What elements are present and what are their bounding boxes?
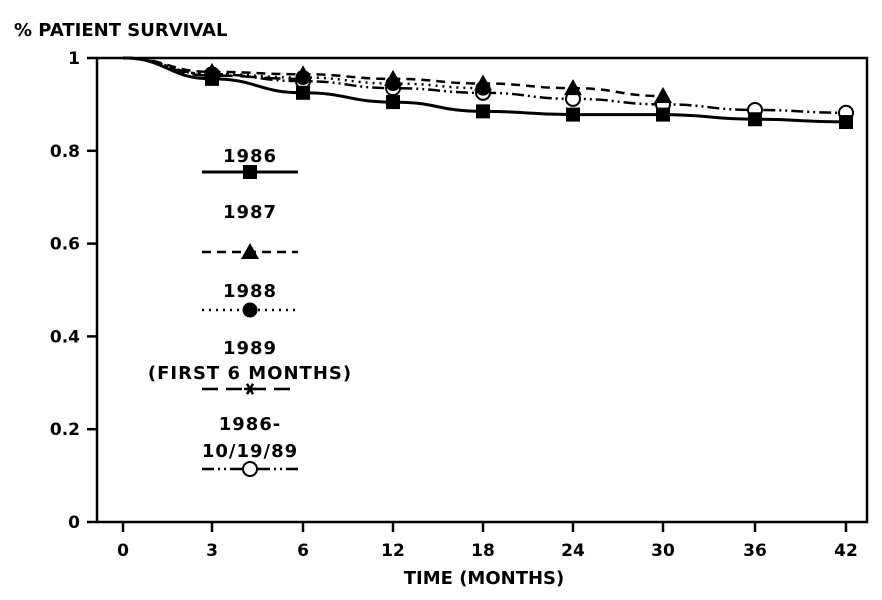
x-tick-label: 3 [206,541,218,561]
x-axis-label: TIME (MONTHS) [404,568,565,589]
data-point [384,69,402,86]
x-tick-label: 30 [651,541,675,561]
data-point [476,104,490,119]
legend-label: 1989 (FIRST 6 MONTHS) [148,338,352,384]
legend-label: 1986 [223,146,277,167]
x-tick-label: 12 [381,541,405,561]
legend-label: 1986-10/19/89 [202,414,298,462]
data-point [474,74,492,91]
data-point [205,71,219,86]
x-tick-label: 18 [471,541,495,561]
chart-title: % PATIENT SURVIVAL [14,20,227,41]
legend-marker [242,461,258,477]
legend-label: 1987 [223,202,277,223]
x-tick-label: 0 [117,541,129,561]
data-point [564,79,582,96]
data-point [839,115,853,130]
y-tick-label: 0.2 [50,420,80,440]
legend-marker [243,165,257,179]
series-layer [122,56,854,130]
y-tick-label: 1 [68,49,80,69]
legend-entry-1: 1987 [202,202,298,259]
data-point [654,87,672,104]
series-1 [122,56,672,104]
legend-entry-4: 1986-10/19/89 [202,414,298,477]
legend-entry-2: 1988 [202,281,298,318]
legend: 1986 1987 1988 1989 (FIRST 6 MONTHS) 1986-10/… [148,146,352,477]
legend-marker [242,302,258,318]
data-point [748,112,762,127]
y-tick-label: 0 [68,513,80,533]
y-tick-label: 0.4 [50,327,80,347]
legend-entry-0: 1986 [202,146,298,179]
data-point [386,95,400,110]
x-tick-label: 36 [743,541,767,561]
legend-marker [241,243,259,259]
data-point [566,107,580,122]
data-point [296,85,310,100]
x-tick-label: 24 [561,541,585,561]
y-axis: 0 0.2 0.4 0.6 0.8 1 [50,49,97,533]
x-tick-label: 42 [834,541,858,561]
x-axis: 0 3 6 12 18 24 30 36 42 [117,522,858,561]
y-tick-label: 0.8 [50,142,80,162]
data-point [656,107,670,122]
legend-label: 1988 [223,281,277,302]
y-tick-label: 0.6 [50,235,80,255]
series-0 [122,56,853,130]
x-tick-label: 6 [297,541,309,561]
data-point [294,65,312,82]
series-line [122,56,847,115]
legend-marker [244,383,256,395]
legend-entry-3: 1989 (FIRST 6 MONTHS) [148,338,352,395]
